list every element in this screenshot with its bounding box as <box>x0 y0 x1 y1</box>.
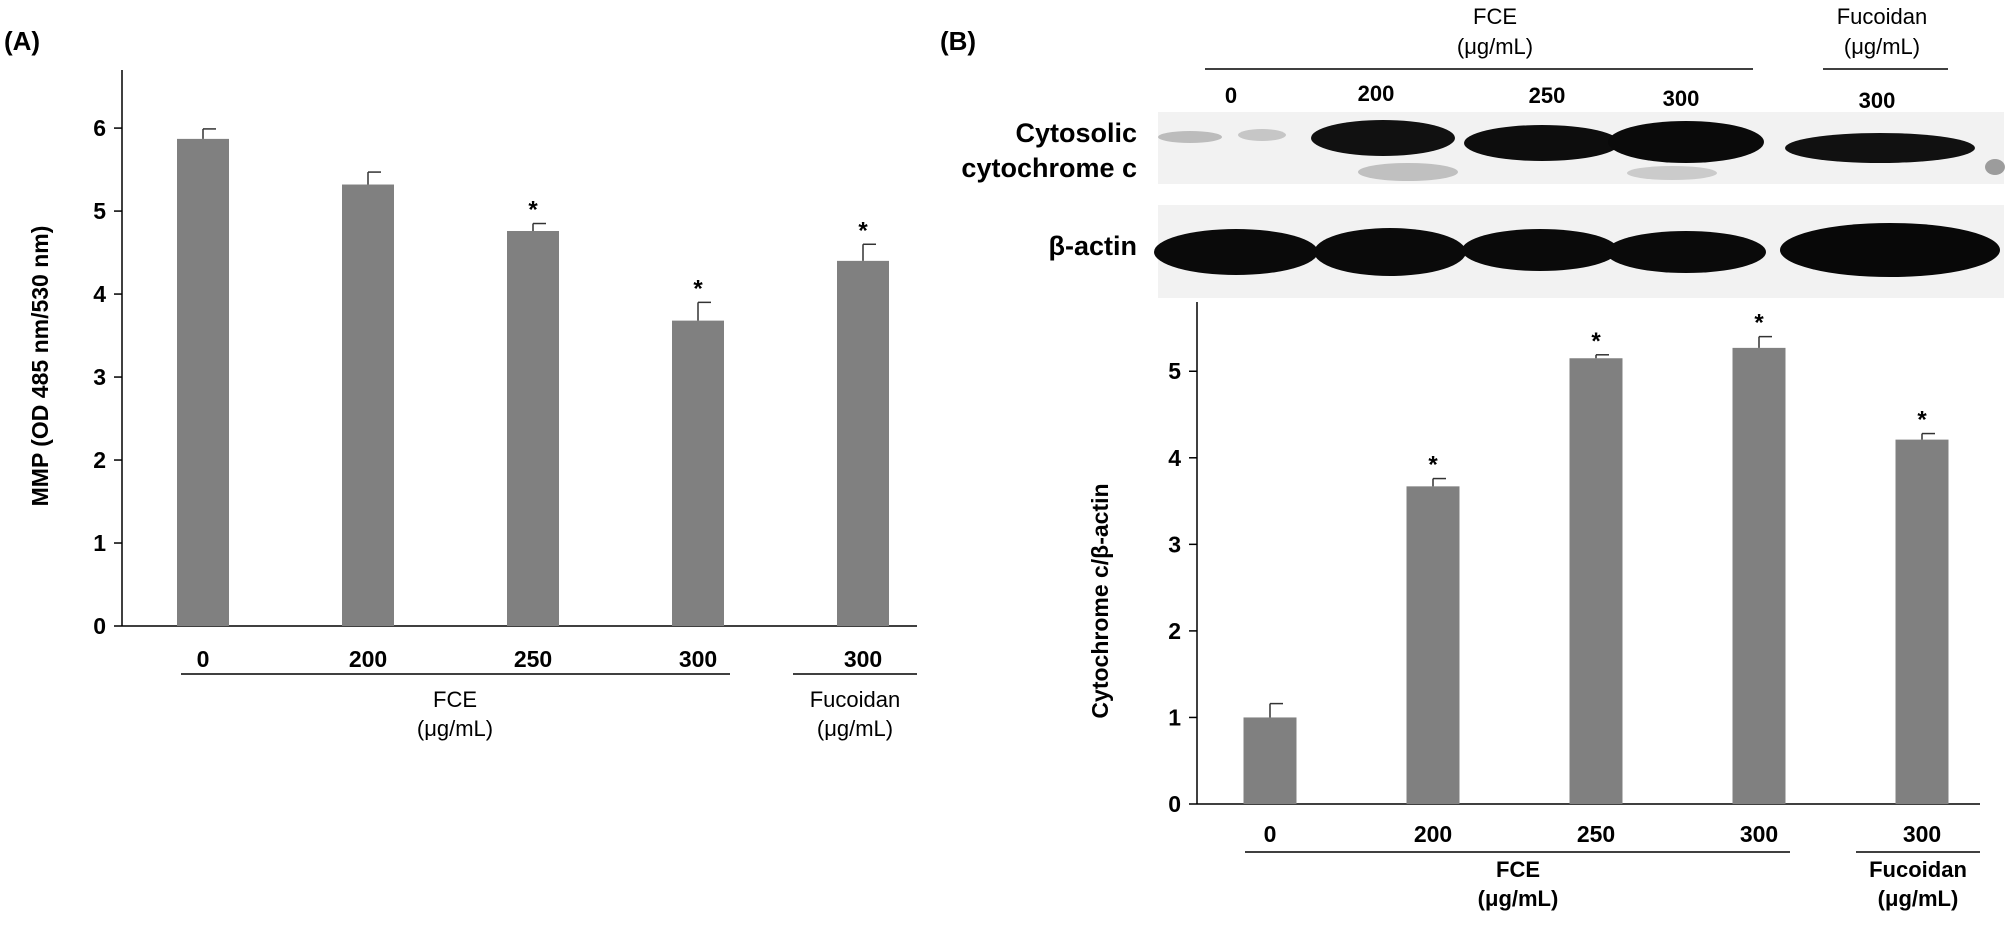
panel-b-plot-area: 0 1 2 3 4 5 0 * 200 * 250 * 300 * 300 <box>1168 302 1980 847</box>
panel-a-significance-star: * <box>693 275 703 302</box>
panel-a-x-tick-label: 0 <box>197 646 210 672</box>
panel-b-x-tick-label: 300 <box>1903 821 1941 847</box>
panel-b-significance-star: * <box>1428 452 1438 479</box>
panel-b-y-tick-label: 2 <box>1168 618 1181 644</box>
panel-b-bar <box>1406 486 1460 804</box>
panel-a-label: (A) <box>4 26 40 56</box>
panel-a-y-tick-label: 2 <box>93 447 106 473</box>
panel-a-bar <box>672 320 724 626</box>
blot-band-actin-lane1 <box>1154 229 1318 275</box>
panel-b-significance-star: * <box>1754 310 1764 337</box>
blot-band-actin-lane3 <box>1462 229 1618 271</box>
panel-a-plot-area: 0 1 2 3 4 5 6 0 200 * 250 * 300 * 300 <box>93 70 917 672</box>
panel-b-bar <box>1895 439 1949 804</box>
panel-a: (A) MMP (OD 485 nm/530 nm) 0 1 2 3 4 5 6 0 200 * 2… <box>4 26 917 741</box>
panel-a-fucoidan-group-label: Fucoidan <box>810 687 901 712</box>
panel-b-significance-star: * <box>1591 328 1601 355</box>
blot-band-actin-lane4 <box>1606 231 1766 273</box>
blot-fucoidan-header-unit: (μg/mL) <box>1844 34 1920 59</box>
blot-band-actin-lane2 <box>1314 228 1466 276</box>
panel-a-bar <box>507 230 559 627</box>
blot-fce-header-label: FCE <box>1473 4 1517 29</box>
panel-b-y-tick-label: 0 <box>1168 791 1181 817</box>
panel-a-y-tick-label: 6 <box>93 115 106 141</box>
panel-a-y-tick-label: 1 <box>93 530 106 556</box>
panel-b-x-tick-label: 0 <box>1264 821 1277 847</box>
blot-row-label-cytochrome-line2: cytochrome c <box>961 153 1137 183</box>
panel-a-significance-star: * <box>528 197 538 224</box>
panel-b-y-axis-title: Cytochrome c/β-actin <box>1087 483 1113 718</box>
panel-b-x-tick-label: 250 <box>1577 821 1615 847</box>
panel-a-bar <box>177 138 229 626</box>
panel-a-x-tick-label: 300 <box>844 646 882 672</box>
panel-b-y-tick-label: 3 <box>1168 531 1181 557</box>
blot-band-cytc-lane3 <box>1464 125 1620 161</box>
panel-a-y-axis-title: MMP (OD 485 nm/530 nm) <box>27 226 53 507</box>
panel-b-x-tick-label: 200 <box>1414 821 1452 847</box>
panel-a-x-tick-label: 200 <box>349 646 387 672</box>
blot-strip-beta-actin <box>1154 205 2004 298</box>
blot-row-label-beta-actin: β-actin <box>1049 231 1138 261</box>
panel-b-fucoidan-group-unit: (μg/mL) <box>1878 886 1959 911</box>
panel-b-significance-star: * <box>1917 407 1927 434</box>
panel-a-x-tick-label: 300 <box>679 646 717 672</box>
panel-b-y-tick-label: 5 <box>1168 358 1181 384</box>
panel-b-fce-group-unit: (μg/mL) <box>1478 886 1559 911</box>
panel-a-significance-star: * <box>858 217 868 244</box>
panel-a-fucoidan-group-unit: (μg/mL) <box>817 716 893 741</box>
panel-b-bar <box>1732 347 1786 804</box>
panel-a-x-tick-label: 250 <box>514 646 552 672</box>
blot-band-cytc-lane4 <box>1608 121 1764 163</box>
blot-fucoidan-header-label: Fucoidan <box>1837 4 1928 29</box>
blot-band-cytc-lane1 <box>1158 131 1222 143</box>
panel-b-fucoidan-group-label: Fucoidan <box>1869 857 1967 882</box>
blot-lane-label-1: 0 <box>1225 83 1237 108</box>
blot-lane-label-5: 300 <box>1859 88 1896 113</box>
panel-b-y-tick-label: 4 <box>1168 445 1181 471</box>
blot-lane-label-2: 200 <box>1358 81 1395 106</box>
blot-strip-cytochrome-c <box>1158 112 2005 184</box>
panel-b-x-tick-label: 300 <box>1740 821 1778 847</box>
panel-a-y-tick-label: 0 <box>93 613 106 639</box>
blot-band-actin-lane5 <box>1780 223 2000 277</box>
panel-b-y-tick-label: 1 <box>1168 704 1181 730</box>
blot-band-cytc-lane5 <box>1785 133 1975 163</box>
panel-a-bar <box>342 184 394 626</box>
panel-b-fce-group-label: FCE <box>1496 857 1540 882</box>
panel-a-bar <box>837 260 889 626</box>
panel-a-y-tick-label: 4 <box>93 281 106 307</box>
blot-row-label-cytochrome-line1: Cytosolic <box>1015 118 1137 148</box>
blot-band-cytc-lane2 <box>1311 120 1455 156</box>
blot-lane-label-4: 300 <box>1663 86 1700 111</box>
panel-b-bar <box>1243 717 1297 804</box>
panel-b-bar <box>1569 358 1623 804</box>
blot-fce-header-unit: (μg/mL) <box>1457 34 1533 59</box>
panel-a-y-tick-label: 5 <box>93 198 106 224</box>
blot-band-cytc-lane1b <box>1238 129 1286 141</box>
panel-a-y-tick-label: 3 <box>93 364 106 390</box>
panel-a-fce-group-label: FCE <box>433 687 477 712</box>
panel-b-label: (B) <box>940 26 976 56</box>
blot-header: FCE (μg/mL) Fucoidan (μg/mL) 0 200 250 3… <box>1205 4 1948 113</box>
panel-b: (B) FCE (μg/mL) Fucoidan (μg/mL) 0 200 2… <box>940 4 2005 911</box>
panel-a-fce-group-unit: (μg/mL) <box>417 716 493 741</box>
blot-lane-label-3: 250 <box>1529 83 1566 108</box>
